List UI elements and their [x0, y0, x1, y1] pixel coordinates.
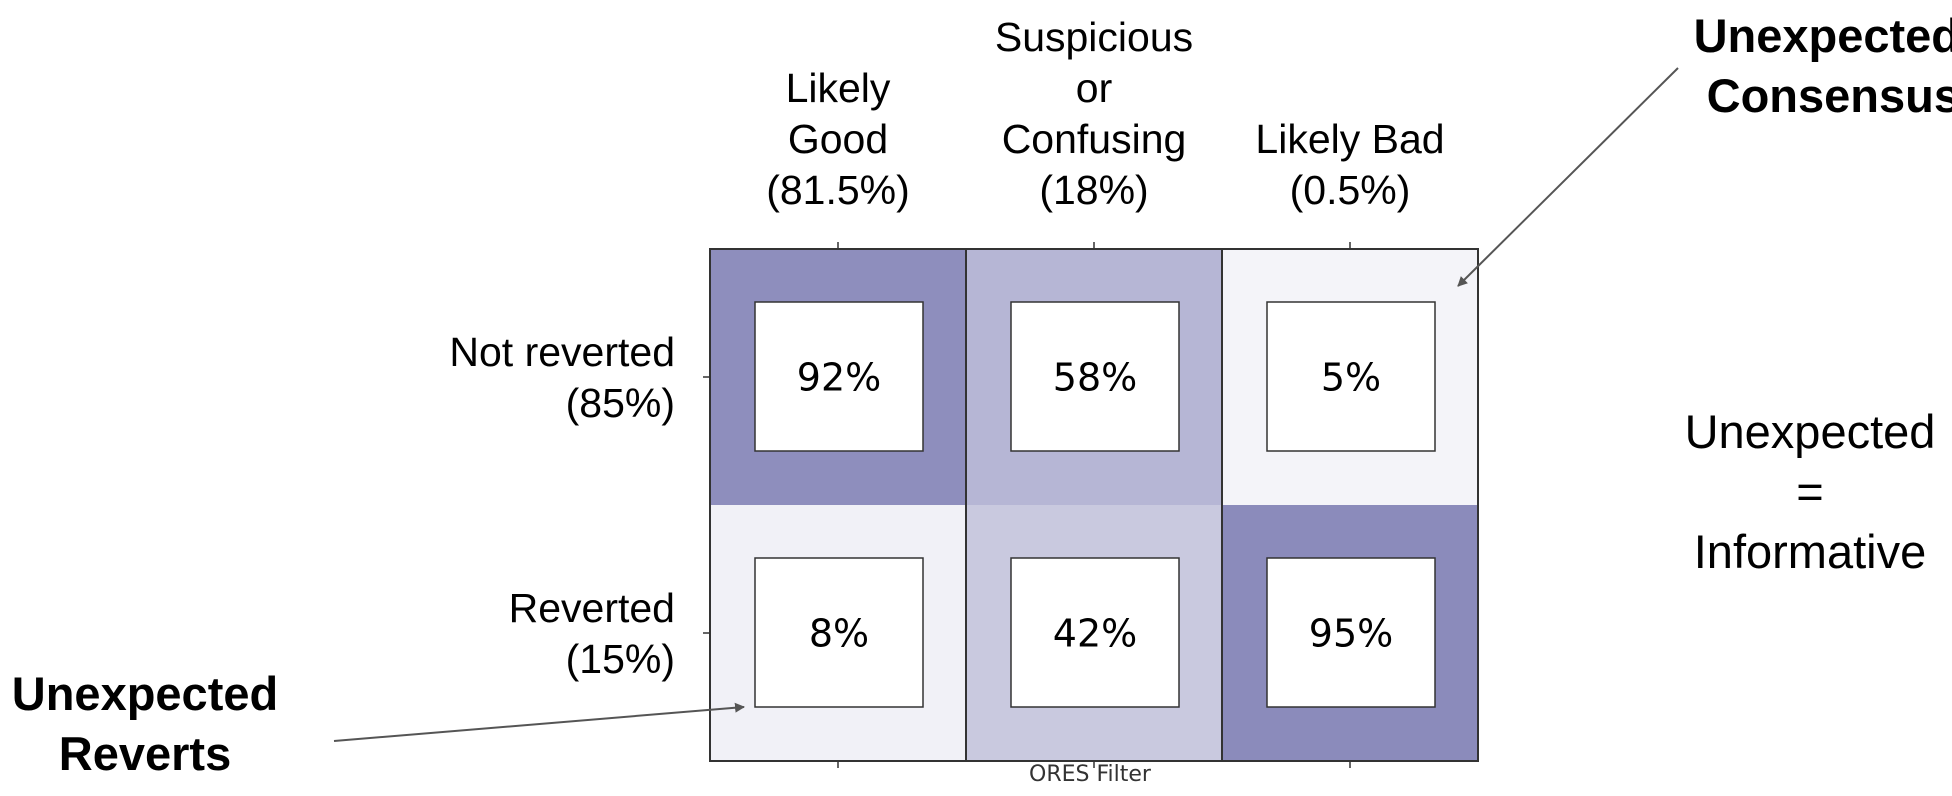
callout-line: Unexpected	[1693, 9, 1952, 62]
column-label-line: Likely	[785, 65, 891, 111]
column-label-line: Confusing	[1001, 116, 1187, 162]
column-label: Suspicious or Confusing (18%)	[964, 12, 1224, 216]
column-label-line: or	[1075, 65, 1113, 111]
cell-value-label: 95%	[1309, 612, 1393, 656]
column-label-line: Good	[787, 116, 889, 162]
row-label: Not reverted (85%)	[315, 327, 675, 429]
cell-value-label: 42%	[1053, 612, 1137, 656]
informative-note: Unexpected = Informative	[1660, 402, 1952, 582]
column-label-line: Likely Bad	[1255, 116, 1445, 162]
row-label-line: (15%)	[565, 636, 675, 682]
row-label-line: Reverted	[508, 585, 675, 631]
column-label-line: Suspicious	[994, 14, 1194, 60]
reverts-arrow	[333, 702, 745, 742]
callout-line: Reverts	[58, 727, 232, 780]
row-label-line: Not reverted	[449, 329, 675, 375]
cell-value-label: 5%	[1321, 356, 1381, 400]
unexpected-consensus-callout: Unexpected Consensus	[1660, 6, 1952, 126]
row-label: Reverted (15%)	[315, 583, 675, 685]
note-line: =	[1796, 465, 1824, 518]
column-label: Likely Bad (0.5%)	[1220, 114, 1480, 216]
cell-value-box	[1266, 557, 1436, 708]
callout-line: Consensus	[1706, 69, 1952, 122]
cell-value-box	[1010, 557, 1180, 708]
callout-line: Unexpected	[11, 667, 279, 720]
column-label: Likely Good (81.5%)	[708, 63, 968, 216]
cell-value-label: 58%	[1053, 356, 1137, 400]
x-axis-title: ORES Filter	[1029, 762, 1151, 787]
consensus-arrow	[1457, 67, 1679, 287]
cell-value-label: 92%	[797, 356, 881, 400]
cell-value-label: 8%	[809, 612, 869, 656]
column-label-line: (0.5%)	[1289, 167, 1411, 213]
note-line: Informative	[1693, 525, 1927, 578]
cell-value-box	[1266, 301, 1436, 452]
row-label-line: (85%)	[565, 380, 675, 426]
unexpected-reverts-callout: Unexpected Reverts	[0, 664, 290, 784]
note-line: Unexpected	[1684, 405, 1936, 458]
column-label-line: (18%)	[1039, 167, 1149, 213]
column-label-line: (81.5%)	[766, 167, 910, 213]
cell-value-box	[1010, 301, 1180, 452]
cell-value-box	[754, 557, 924, 708]
cell-value-box	[754, 301, 924, 452]
